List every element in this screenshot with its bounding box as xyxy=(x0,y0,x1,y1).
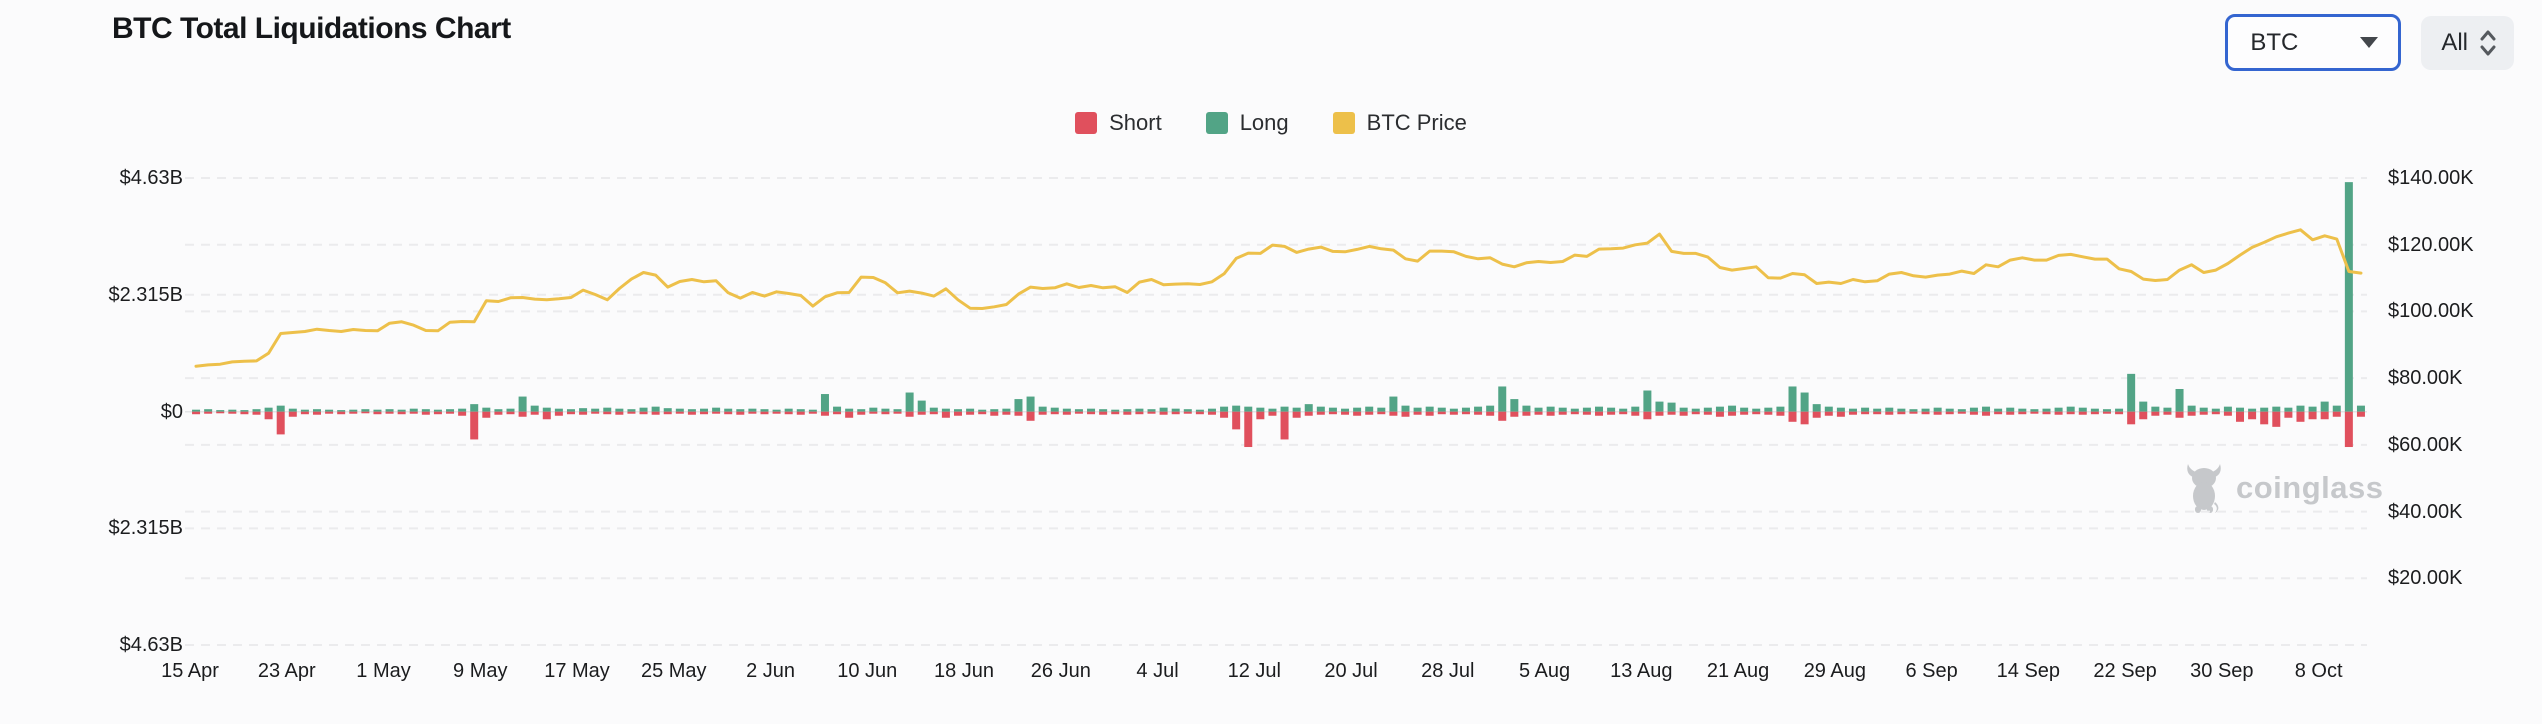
x-axis-tick-label: 2 Jun xyxy=(746,660,795,682)
x-axis-tick-label: 29 Aug xyxy=(1803,660,1866,682)
right-axis-tick-label: $40.00K xyxy=(2388,500,2463,523)
x-axis-tick-label: 30 Sep xyxy=(2190,660,2254,682)
left-axis-tick-label: $2.315B xyxy=(108,517,183,540)
right-axis-tick-label: $80.00K xyxy=(2388,367,2463,390)
legend-label: BTC Price xyxy=(1366,110,1467,135)
page-title: BTC Total Liquidations Chart xyxy=(112,12,511,45)
right-axis-tick-label: $140.00K xyxy=(2388,167,2474,189)
x-axis-tick-label: 14 Sep xyxy=(1996,660,2061,682)
left-axis-tick-label: $4.63B xyxy=(119,633,183,656)
x-axis-tick-label: 5 Aug xyxy=(1518,660,1571,682)
legend-item-btc-price[interactable]: BTC Price xyxy=(1332,110,1467,136)
x-axis-tick-label: 13 Aug xyxy=(1610,660,1673,682)
right-axis-tick-label: $20.00K xyxy=(2388,567,2463,590)
range-selector[interactable]: All xyxy=(2421,15,2514,70)
x-axis-tick-label: 1 May xyxy=(356,660,411,682)
chevron-down-icon xyxy=(2360,37,2379,48)
x-axis-tick-label: 18 Jun xyxy=(934,660,995,682)
left-axis-tick-label: $2.315B xyxy=(108,283,183,306)
legend-item-short[interactable]: Short xyxy=(1075,110,1162,136)
chart-legend: Short Long BTC Price xyxy=(0,110,2542,136)
x-axis-tick-label: 12 Jul xyxy=(1227,660,1281,682)
updown-chevrons-icon xyxy=(2480,30,2496,55)
symbol-dropdown-value: BTC xyxy=(2250,28,2299,56)
x-axis-tick-label: 4 Jul xyxy=(1136,660,1179,682)
range-selector-value: All xyxy=(2441,28,2468,56)
right-axis-tick-label: $60.00K xyxy=(2388,433,2463,456)
legend-item-long[interactable]: Long xyxy=(1205,110,1289,136)
x-axis-tick-label: 15 Apr xyxy=(161,660,219,682)
x-axis-tick-label: 20 Jul xyxy=(1324,660,1378,682)
right-axis-tick-label: $120.00K xyxy=(2388,233,2474,256)
legend-label: Short xyxy=(1109,110,1162,135)
short-swatch-icon xyxy=(1075,112,1098,134)
x-axis-tick-label: 6 Sep xyxy=(1905,660,1958,682)
x-axis-tick-label: 9 May xyxy=(453,660,508,682)
btc-price-swatch-icon xyxy=(1332,112,1355,134)
symbol-dropdown[interactable]: BTC xyxy=(2225,14,2402,71)
x-axis-tick-label: 8 Oct xyxy=(2294,660,2343,682)
header-controls: BTC All xyxy=(2225,14,2514,71)
x-axis-tick-label: 23 Apr xyxy=(257,660,316,682)
x-axis-tick-label: 28 Jul xyxy=(1421,660,1475,682)
left-axis-tick-label: $0 xyxy=(160,400,183,423)
x-axis-tick-label: 26 Jun xyxy=(1030,660,1091,682)
x-axis-tick-label: 10 Jun xyxy=(837,660,898,682)
x-axis-tick-label: 21 Aug xyxy=(1706,660,1770,682)
right-axis-tick-label: $100.00K xyxy=(2388,300,2474,323)
long-swatch-icon xyxy=(1205,112,1228,134)
left-axis-tick-label: $4.63B xyxy=(119,167,183,189)
legend-label: Long xyxy=(1239,110,1289,135)
x-axis-tick-label: 25 May xyxy=(640,660,707,682)
x-axis-tick-label: 17 May xyxy=(544,660,610,682)
x-axis-tick-label: 22 Sep xyxy=(2093,660,2157,682)
